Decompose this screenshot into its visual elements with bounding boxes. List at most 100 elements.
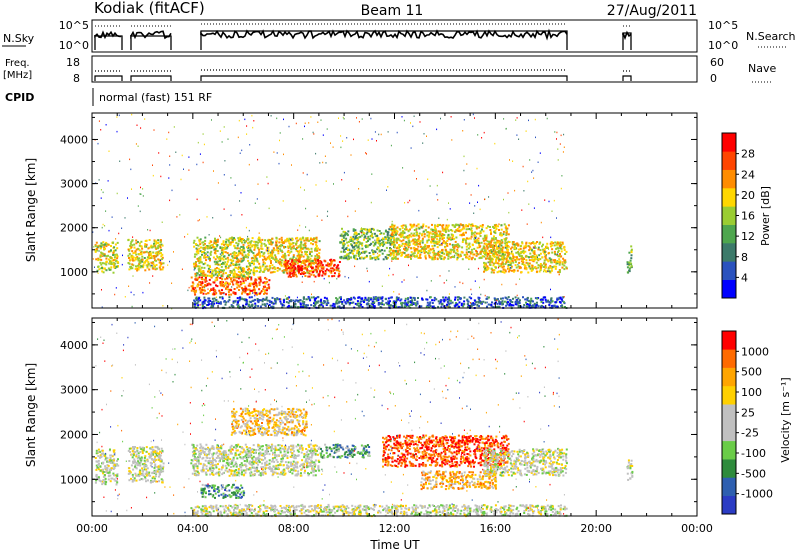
power-echo-pixel: [110, 260, 113, 263]
power-echo-pixel: [237, 305, 239, 308]
power-echo-pixel: [269, 306, 272, 309]
power-echo-pixel: [390, 225, 393, 228]
power-echo-pixel: [344, 238, 347, 241]
power-echo-pixel: [116, 241, 119, 244]
power-echo-pixel: [384, 241, 387, 244]
power-echo-pixel: [245, 303, 248, 306]
power-echo-pixel: [380, 297, 383, 300]
power-echo-pixel: [518, 300, 521, 303]
power-echo-pixel: [205, 245, 208, 248]
power-echo-pixel: [214, 242, 217, 245]
power-speckle: [346, 137, 348, 139]
power-speckle: [354, 265, 356, 268]
power-speckle: [556, 217, 557, 219]
power-echo-pixel: [505, 234, 508, 236]
power-echo-pixel: [494, 241, 497, 244]
power-echo-pixel: [370, 302, 373, 305]
power-echo-pixel: [270, 241, 273, 243]
power-echo-pixel: [104, 243, 107, 246]
power-echo-pixel: [140, 245, 143, 248]
power-echo-pixel: [531, 255, 534, 258]
power-echo-pixel: [310, 273, 313, 276]
power-echo-pixel: [395, 232, 398, 235]
power-speckle: [130, 291, 132, 294]
power-speckle: [557, 253, 559, 255]
power-echo-pixel: [353, 256, 355, 259]
power-echo-pixel: [226, 285, 229, 288]
power-echo-pixel: [303, 259, 306, 262]
power-echo-pixel: [230, 280, 233, 283]
power-echo-pixel: [499, 251, 502, 254]
power-echo-pixel: [313, 302, 315, 305]
power-echo-pixel: [297, 246, 300, 249]
power-echo-pixel: [257, 239, 260, 242]
power-echo-pixel: [262, 258, 264, 261]
power-speckle: [245, 226, 247, 229]
power-echo-pixel: [390, 296, 393, 299]
power-echo-pixel: [502, 233, 505, 236]
power-echo-pixel: [215, 284, 217, 287]
power-echo-pixel: [267, 239, 269, 242]
power-echo-pixel: [271, 241, 274, 244]
power-echo-pixel: [523, 263, 526, 266]
power-echo-pixel: [509, 264, 512, 266]
power-echo-pixel: [395, 296, 398, 299]
power-echo-pixel: [565, 250, 568, 253]
power-echo-pixel: [210, 250, 213, 253]
power-echo-pixel: [347, 244, 350, 247]
power-echo-pixel: [540, 300, 543, 303]
power-echo-pixel: [345, 248, 347, 250]
power-echo-pixel: [504, 263, 507, 265]
power-echo-pixel: [141, 258, 144, 261]
power-echo-pixel: [335, 297, 338, 300]
power-echo-pixel: [251, 262, 254, 265]
power-speckle: [467, 244, 469, 247]
power-echo-pixel: [433, 252, 436, 255]
power-echo-pixel: [291, 238, 294, 241]
power-echo-pixel: [479, 235, 482, 237]
power-echo-pixel: [299, 268, 302, 271]
power-echo-pixel: [436, 238, 439, 241]
power-echo-pixel: [626, 266, 629, 269]
power-echo-pixel: [346, 253, 349, 256]
power-echo-pixel: [247, 244, 250, 247]
power-echo-pixel: [296, 269, 299, 272]
power-echo-pixel: [100, 263, 103, 266]
power-echo-pixel: [510, 252, 513, 255]
power-echo-pixel: [227, 266, 230, 269]
power-echo-pixel: [228, 296, 231, 299]
power-echo-pixel: [383, 249, 386, 252]
power-speckle: [196, 198, 198, 201]
power-echo-pixel: [198, 281, 201, 284]
power-echo-pixel: [297, 257, 300, 260]
power-echo-pixel: [448, 303, 451, 306]
power-echo-pixel: [250, 296, 253, 299]
power-echo-pixel: [313, 258, 316, 261]
power-echo-pixel: [533, 250, 536, 252]
power-echo-pixel: [218, 256, 221, 258]
power-echo-pixel: [280, 244, 283, 247]
power-echo-pixel: [237, 242, 240, 245]
power-speckle: [142, 291, 144, 294]
power-echo-pixel: [218, 272, 221, 275]
power-speckle: [418, 209, 420, 212]
power-echo-pixel: [258, 252, 261, 255]
power-echo-pixel: [556, 254, 559, 256]
power-echo-pixel: [113, 256, 116, 259]
power-echo-pixel: [424, 243, 427, 246]
power-speckle: [487, 261, 489, 264]
power-echo-pixel: [208, 256, 210, 259]
power-speckle: [544, 199, 546, 201]
velocity-echo-pixel: [116, 473, 119, 476]
power-speckle: [258, 232, 260, 234]
power-echo-pixel: [94, 245, 97, 248]
power-echo-pixel: [413, 255, 416, 257]
power-echo-pixel: [266, 256, 269, 259]
power-echo-pixel: [301, 300, 304, 303]
power-echo-pixel: [504, 245, 507, 248]
power-echo-pixel: [284, 246, 287, 248]
power-echo-pixel: [206, 283, 209, 285]
power-echo-pixel: [520, 255, 523, 257]
power-echo-pixel: [484, 262, 487, 265]
power-speckle: [104, 225, 106, 227]
